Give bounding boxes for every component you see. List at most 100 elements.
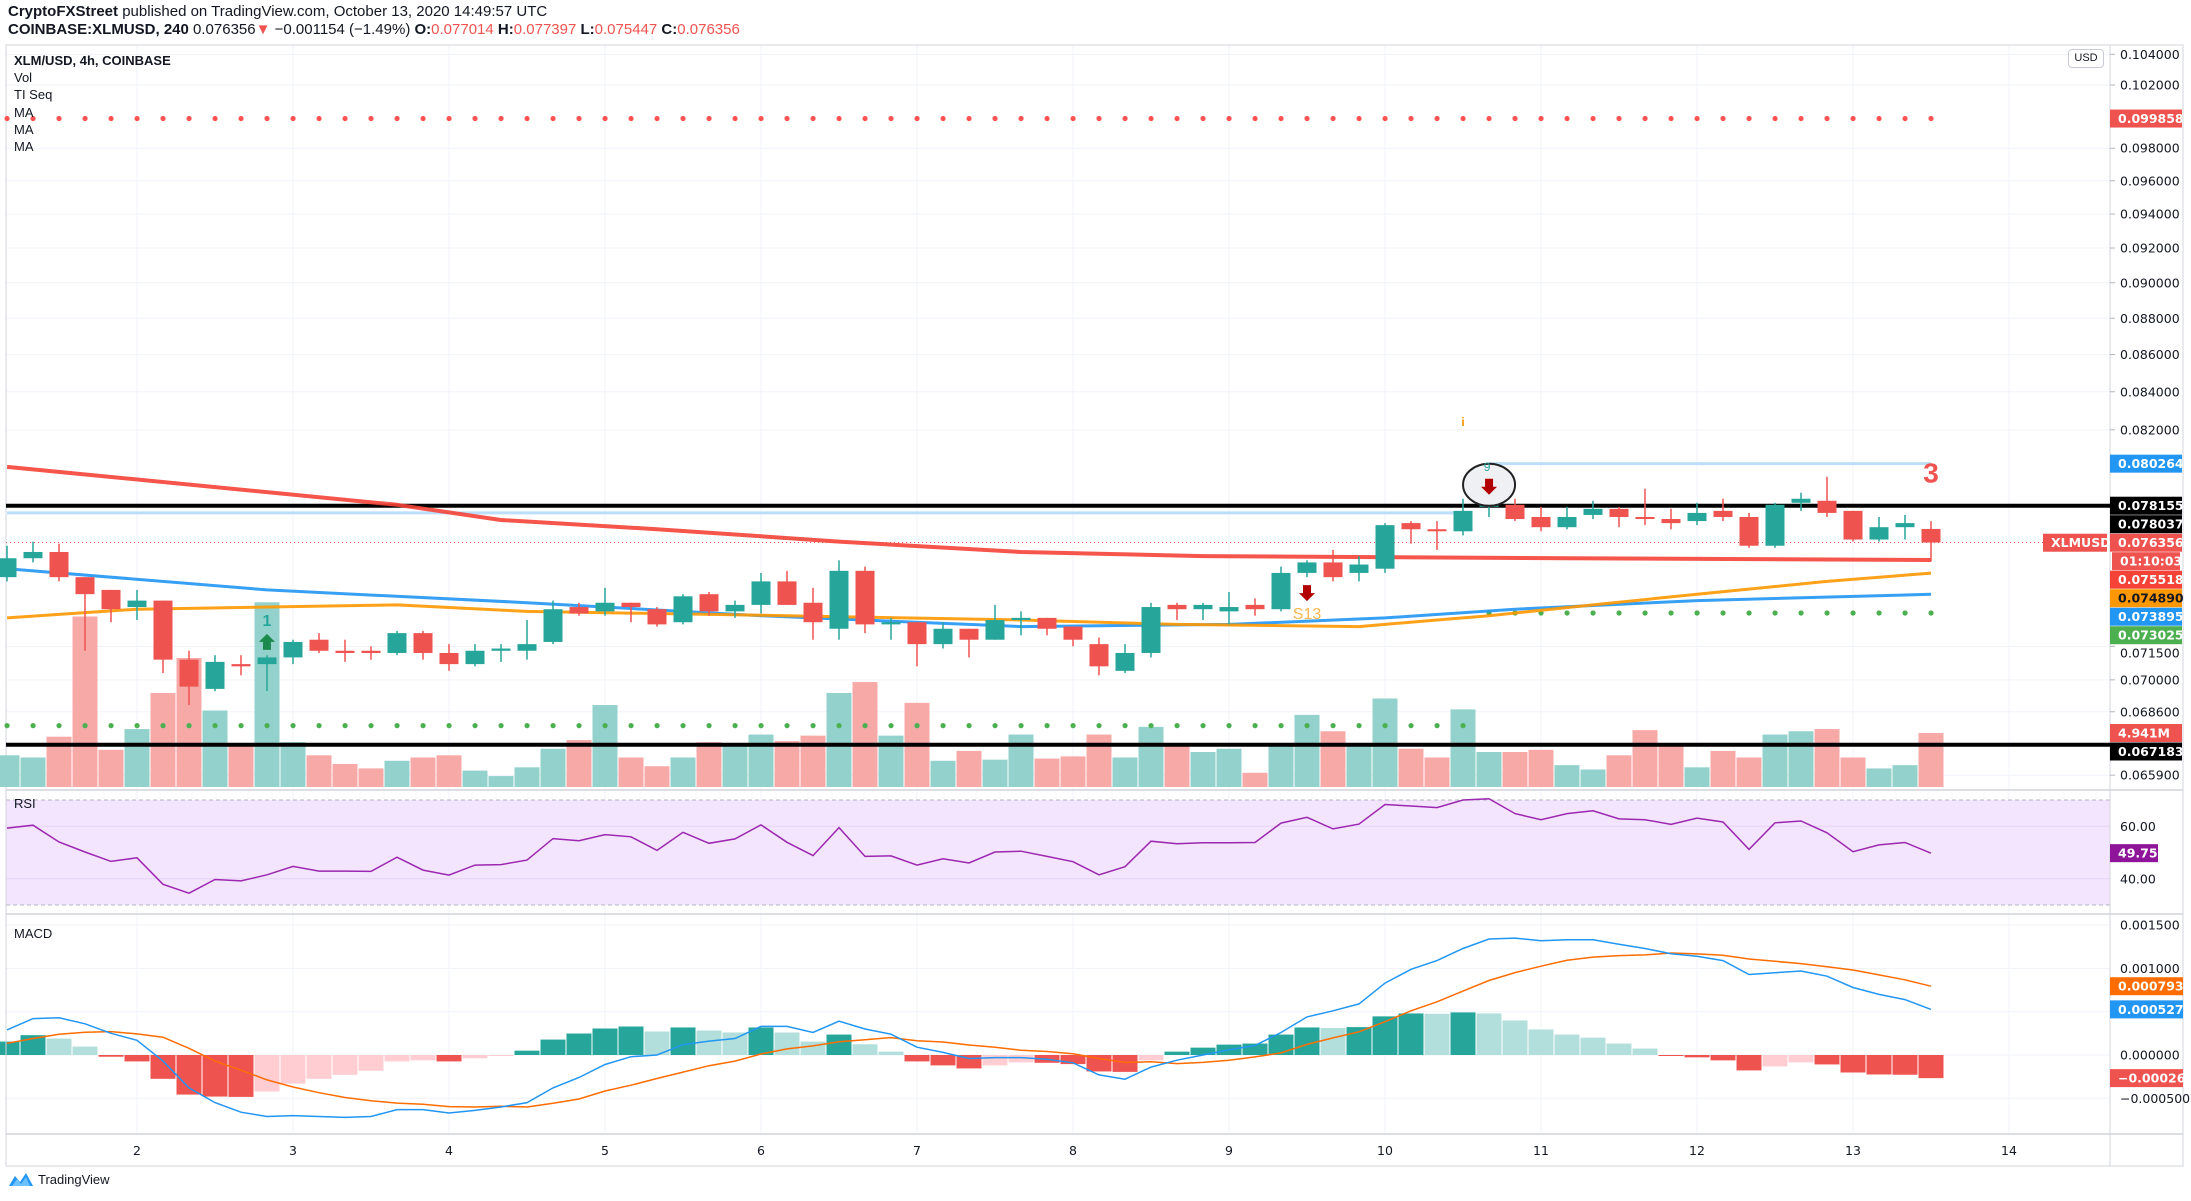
level-dot: [342, 115, 348, 122]
level-dot: [602, 115, 608, 122]
candle: [855, 566, 875, 634]
level-dot: [1096, 115, 1102, 122]
candle-body: [439, 652, 459, 665]
legend-ma-1[interactable]: MA: [14, 104, 34, 120]
dot-row: [4, 723, 1466, 729]
time-tick-label: 6: [757, 1143, 765, 1158]
price-label: 4.941M: [2110, 723, 2182, 742]
chart-marker: 3: [1923, 458, 1939, 489]
price-label-text: 0.076356: [2118, 535, 2184, 550]
volume-bar: [1580, 769, 1606, 787]
level-dot: [1720, 115, 1726, 122]
price-tick-label: 0.071500: [2120, 646, 2180, 661]
candle: [829, 560, 849, 640]
currency-button[interactable]: USD: [2068, 49, 2104, 68]
level-dot: [966, 723, 972, 729]
macd-histogram-bar: [566, 1033, 592, 1055]
macd-histogram-bar: [306, 1055, 332, 1079]
candle-body: [1011, 617, 1031, 621]
macd-histogram-bar: [774, 1032, 800, 1055]
candle: [881, 617, 901, 640]
level-dot: [1200, 723, 1206, 729]
candle-body: [1765, 504, 1785, 546]
macd-histogram-bar: [1502, 1020, 1528, 1055]
candle: [127, 589, 147, 621]
candle-body: [673, 596, 693, 623]
legend-ma-2[interactable]: MA: [14, 121, 34, 137]
candle: [0, 545, 17, 582]
level-dot: [966, 115, 972, 122]
level-dot: [108, 723, 114, 729]
candle-body: [231, 664, 251, 667]
candle: [751, 572, 771, 614]
macd-tick-label: 0.001500: [2120, 918, 2180, 933]
macd-histogram-bar: [1320, 1027, 1346, 1055]
legend-title[interactable]: XLM/USD, 4h, COINBASE: [14, 53, 171, 68]
price-label: 0.073895: [2110, 607, 2184, 626]
candle: [1349, 556, 1369, 582]
candle-body: [491, 648, 511, 651]
candle-body: [1869, 527, 1889, 540]
macd-histogram-bar: [1840, 1055, 1866, 1073]
level-dot: [472, 723, 478, 729]
candle-body: [647, 609, 667, 625]
volume-bar: [1632, 730, 1658, 787]
level-dot: [1668, 610, 1674, 616]
legend-ti-seq[interactable]: TI Seq: [14, 87, 53, 103]
candle: [595, 587, 615, 616]
info-marker: i: [1461, 415, 1464, 429]
macd-tick-label: 0.000000: [2120, 1048, 2180, 1063]
tradingview-branding[interactable]: TradingView: [8, 1171, 110, 1187]
volume-bar: [1424, 757, 1450, 787]
price-label-text: 0.074890: [2118, 591, 2184, 606]
price-tick-label: 0.088000: [2120, 311, 2180, 326]
macd-histogram-bar: [1554, 1034, 1580, 1055]
candle-body: [1427, 529, 1447, 532]
price-axis: 0.104000 0.102000 0.098000 0.096000 0.094000…: [133, 47, 2190, 1158]
price-tick-label: 0.065900: [2120, 768, 2180, 783]
volume-bar: [488, 776, 514, 787]
candle-body: [465, 650, 485, 665]
level-dot: [550, 723, 556, 729]
level-dot: [654, 115, 660, 122]
candle-body: [23, 551, 43, 559]
candle: [75, 577, 95, 651]
level-dot: [732, 723, 738, 729]
candle-body: [595, 602, 615, 612]
candle-body: [127, 600, 147, 608]
price-label: 0.067183: [2110, 742, 2184, 761]
level-dot: [1408, 723, 1414, 729]
level-dot: [472, 115, 478, 122]
level-dot: [1122, 115, 1128, 122]
time-tick-label: 13: [1845, 1143, 1861, 1158]
candle-body: [1843, 510, 1863, 540]
tradingview-logo-text: TradingView: [38, 1171, 110, 1187]
candle: [1245, 598, 1265, 616]
level-dot: [368, 115, 374, 122]
level-dot: [238, 723, 244, 729]
sequential-count-label: 9: [1484, 460, 1491, 474]
volume-bar: [124, 729, 150, 787]
level-dot: [680, 723, 686, 729]
level-dot: [706, 723, 712, 729]
legend-ma-3[interactable]: MA: [14, 139, 34, 155]
macd-histogram-bar: [1866, 1055, 1892, 1075]
candle: [1401, 521, 1421, 544]
volume-bar: [1710, 750, 1736, 787]
level-dot: [1512, 115, 1518, 122]
publisher-name[interactable]: CryptoFXStreet: [8, 3, 119, 20]
price-tick-label: 0.104000: [2120, 47, 2180, 62]
macd-histogram-bar: [1450, 1012, 1476, 1055]
legend-volume[interactable]: Vol: [14, 70, 33, 86]
arrow-down-icon: [1299, 585, 1315, 602]
volume-bar: [436, 755, 462, 787]
rsi-value-label-text: 49.75: [2118, 846, 2158, 861]
candle-body: [1895, 523, 1915, 528]
macd-value-label-background: [2110, 1000, 2183, 1019]
volume-bar: [1502, 752, 1528, 787]
price-label-text: 4.941M: [2118, 725, 2170, 740]
candle: [205, 655, 225, 692]
candle-body: [49, 551, 69, 578]
candle: [1453, 498, 1473, 536]
